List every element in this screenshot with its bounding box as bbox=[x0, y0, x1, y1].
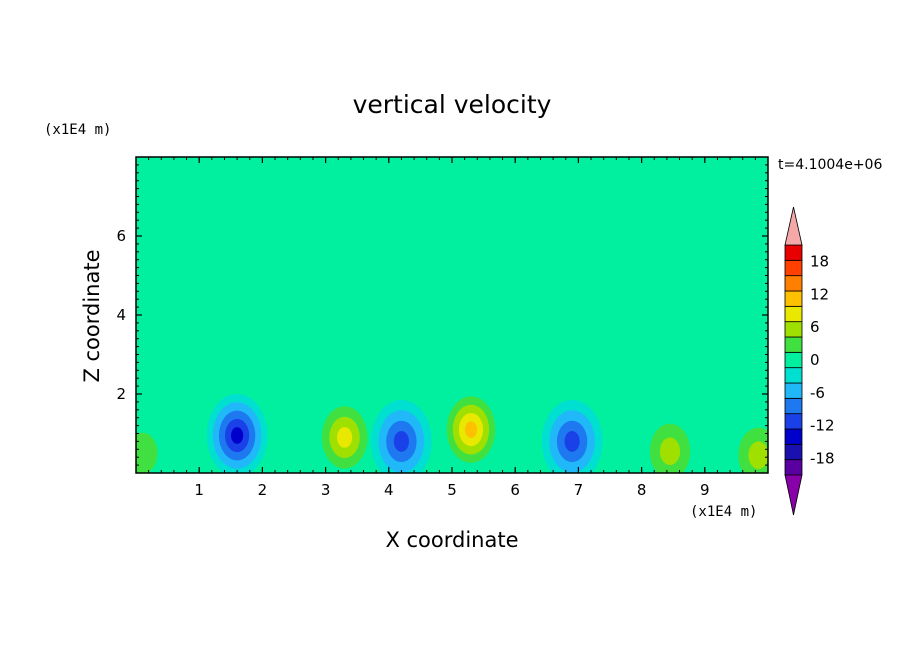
colorbar-over-triangle bbox=[784, 206, 803, 246]
colorbar-tick-label: 12 bbox=[810, 285, 829, 303]
x-tick-label: 8 bbox=[637, 481, 647, 499]
time-label: t=4.1004e+06 bbox=[778, 157, 882, 173]
x-tick-label: 5 bbox=[447, 481, 457, 499]
x-tick-label: 1 bbox=[194, 481, 204, 499]
colorbar-segment bbox=[784, 459, 803, 476]
band-7 bbox=[136, 336, 768, 371]
x-axis-label: X coordinate bbox=[385, 528, 518, 552]
velocity-cell-6 bbox=[728, 413, 768, 473]
colorbar-segment bbox=[784, 275, 803, 292]
velocity-cell-1 bbox=[314, 395, 375, 473]
band-0 bbox=[136, 158, 768, 193]
colorbar-tick-label: -12 bbox=[810, 417, 835, 435]
colorbar-segment bbox=[784, 305, 803, 323]
band-1 bbox=[136, 182, 768, 216]
x-axis-ticks: 1 2 3 4 5 6 7 8 9 bbox=[148, 157, 756, 499]
colorbar-segment bbox=[784, 367, 803, 384]
colorbar-segment bbox=[784, 244, 803, 261]
y-tick-label: 6 bbox=[116, 227, 126, 245]
velocity-cell-7 bbox=[136, 411, 173, 473]
contour-field bbox=[136, 157, 768, 473]
velocity-cell-4 bbox=[541, 399, 603, 473]
contour-level bbox=[231, 427, 244, 444]
velocity-cell-5 bbox=[639, 409, 701, 473]
velocity-cell-3 bbox=[440, 388, 502, 472]
contour-level bbox=[136, 432, 158, 473]
band-6 bbox=[136, 313, 768, 348]
x-tick-label: 6 bbox=[510, 481, 520, 499]
colorbar-segment bbox=[784, 382, 803, 399]
background-bands bbox=[136, 158, 768, 414]
x-axis-units: (x1E4 m) bbox=[690, 504, 757, 520]
contour-level bbox=[564, 431, 580, 452]
band-2 bbox=[136, 210, 768, 245]
colorbar: 18 12 6 0 -6 -12 -18 bbox=[784, 206, 835, 516]
velocity-cells bbox=[136, 388, 768, 473]
x-tick-label: 7 bbox=[574, 481, 584, 499]
colorbar-segment bbox=[784, 321, 803, 338]
colorbar-segment bbox=[784, 428, 803, 445]
y-axis-units: (x1E4 m) bbox=[44, 122, 111, 138]
colorbar-segment bbox=[784, 351, 803, 369]
colorbar-segment bbox=[784, 336, 803, 353]
y-tick-label: 2 bbox=[116, 385, 126, 403]
contour-level bbox=[337, 427, 353, 448]
colorbar-tick-label: 18 bbox=[810, 252, 829, 270]
contour-level bbox=[748, 441, 768, 469]
colorbar-segment bbox=[784, 413, 803, 430]
x-tick-label: 4 bbox=[384, 481, 394, 499]
colorbar-segment bbox=[784, 443, 803, 461]
colorbar-tick-label: 0 bbox=[810, 351, 820, 369]
contour-level bbox=[659, 437, 681, 466]
band-3 bbox=[136, 238, 768, 272]
velocity-cell-0 bbox=[206, 394, 268, 473]
contour-level bbox=[464, 421, 478, 438]
colorbar-tick-label: 6 bbox=[810, 318, 820, 336]
y-axis-ticks: 2 4 6 bbox=[116, 164, 768, 466]
chart-title: vertical velocity bbox=[353, 90, 552, 119]
colorbar-under-triangle bbox=[784, 474, 803, 516]
band-4 bbox=[136, 262, 768, 296]
y-axis-label: Z coordinate bbox=[80, 249, 104, 382]
colorbar-segment bbox=[784, 290, 803, 307]
band-5 bbox=[136, 289, 768, 323]
band-9 bbox=[136, 380, 768, 414]
x-tick-label: 3 bbox=[321, 481, 331, 499]
colorbar-tick-label: -18 bbox=[810, 450, 835, 468]
x-tick-label: 9 bbox=[700, 481, 710, 499]
colorbar-segment bbox=[784, 259, 803, 277]
contour-level bbox=[393, 431, 409, 452]
y-tick-label: 4 bbox=[116, 306, 126, 324]
colorbar-tick-label: -6 bbox=[810, 384, 825, 402]
colorbar-segment bbox=[784, 397, 803, 415]
x-tick-label: 2 bbox=[258, 481, 268, 499]
velocity-cell-2 bbox=[371, 399, 432, 473]
